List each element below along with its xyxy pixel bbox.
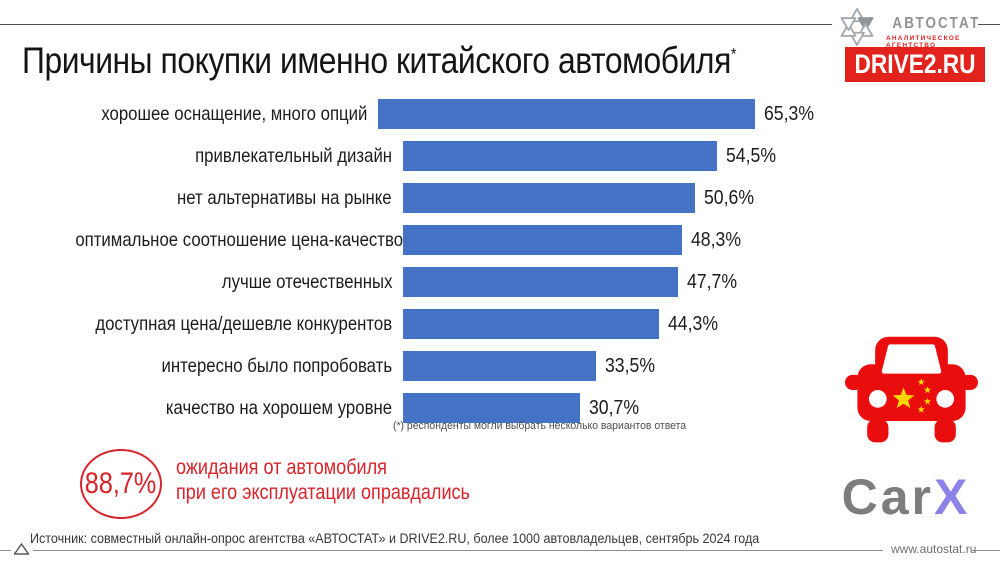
website-url: www.autostat.ru	[891, 542, 977, 556]
autostat-logo: АВТОСТАТ АНАЛИТИЧЕСКОЕ АГЕНТСТВО	[834, 4, 984, 49]
drive2-logo: DRIVE2.RU	[845, 47, 985, 82]
carx-wordmark-car: Car	[841, 469, 934, 525]
autostat-hexagon-icon	[840, 8, 874, 46]
chart-row: доступная цена/дешевле конкурентов 44,3%	[22, 303, 822, 345]
top-rule	[0, 24, 832, 25]
bar	[403, 393, 581, 423]
bar-category-label: доступная цена/дешевле конкурентов	[95, 312, 392, 335]
bottom-rule-right	[972, 550, 1000, 551]
china-car-icon	[845, 336, 978, 443]
autostat-triangle-mark	[13, 543, 30, 555]
bar-category-label: интересно было попробовать	[161, 354, 392, 377]
chart-row: лучше отечественных 47,7%	[22, 261, 822, 303]
top-rule-right	[978, 24, 1000, 25]
page-title: Причины покупки именно китайского автомо…	[22, 40, 737, 81]
bar	[403, 141, 718, 171]
bar	[403, 351, 597, 381]
chart-row: интересно было попробовать 33,5%	[22, 345, 822, 387]
chart-row: хорошее оснащение, много опций 65,3%	[22, 93, 822, 135]
highlight-circle: 88,7%	[80, 449, 162, 519]
carx-logo: CarX	[818, 468, 994, 526]
bar-category-label: привлекательный дизайн	[194, 144, 392, 167]
bar-value-label: 48,3%	[690, 228, 741, 251]
bar-chart: хорошее оснащение, много опций 65,3% привл…	[22, 93, 822, 429]
bar-category-label: нет альтернативы на рынке	[177, 186, 392, 209]
chart-row: нет альтернативы на рынке 50,6%	[22, 177, 822, 219]
autostat-tagline: АНАЛИТИЧЕСКОЕ АГЕНТСТВО	[886, 35, 961, 49]
title-asterisk: *	[730, 44, 737, 64]
bar	[403, 183, 695, 213]
bar-category-label: качество на хорошем уровне	[165, 396, 392, 419]
bar-value-label: 54,5%	[726, 144, 777, 167]
autostat-wordmark: АВТОСТАТ	[892, 15, 981, 32]
chart-footnote: (*) респонденты могли выбрать несколько …	[393, 420, 687, 432]
source-note: Источник: совместный онлайн-опрос агентс…	[30, 531, 760, 546]
bar-value-label: 50,6%	[703, 186, 754, 209]
bar-value-label: 47,7%	[687, 270, 738, 293]
bar-value-label: 30,7%	[589, 396, 640, 419]
bar-value-label: 33,5%	[605, 354, 656, 377]
bar	[403, 225, 682, 255]
bar-category-label: хорошее оснащение, много опций	[101, 102, 368, 125]
bar-value-label: 65,3%	[763, 102, 814, 125]
bottom-rule-left	[0, 550, 11, 551]
bar-category-label: оптимальное соотношение цена-качество	[75, 228, 404, 251]
highlight-value: 88,7%	[85, 467, 157, 500]
bar	[403, 309, 659, 339]
bar-value-label: 44,3%	[667, 312, 718, 335]
bar	[403, 267, 679, 297]
chart-row: привлекательный дизайн 54,5%	[22, 135, 822, 177]
drive2-wordmark: DRIVE2.RU	[854, 49, 976, 79]
bar	[378, 99, 755, 129]
carx-wordmark-x: X	[934, 469, 971, 525]
chart-row: оптимальное соотношение цена-качество 48,…	[22, 219, 822, 261]
chart-row: качество на хорошем уровне 30,7%	[22, 387, 822, 429]
bottom-rule-mid	[33, 550, 883, 551]
bar-category-label: лучше отечественных	[221, 270, 392, 293]
highlight-text: ожидания от автомобиля при его эксплуата…	[176, 456, 470, 504]
